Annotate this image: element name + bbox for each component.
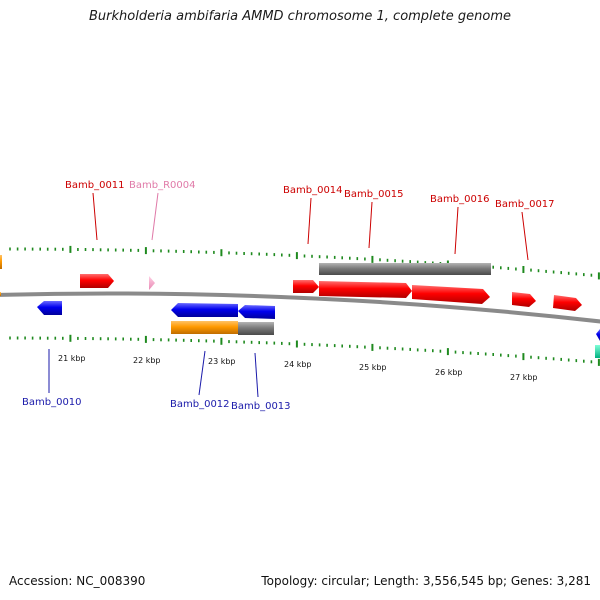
scale-label: 23 kbp xyxy=(208,357,236,366)
scale-label: 24 kbp xyxy=(284,360,312,369)
gene-arrow-bamb-0017[interactable] xyxy=(512,292,536,307)
gene-label-bamb-0012[interactable]: Bamb_0012 xyxy=(170,399,230,410)
gene-arrow-bamb-0012[interactable] xyxy=(171,303,238,317)
gene-arrow-red[interactable] xyxy=(553,295,582,311)
gene-arrow-bamb-0016[interactable] xyxy=(412,285,490,304)
scale-labels: 21 kbp 22 kbp 23 kbp 24 kbp 25 kbp 26 kb… xyxy=(58,354,538,382)
gene-label-bamb-0010[interactable]: Bamb_0010 xyxy=(22,397,82,408)
gene-bar-gray[interactable] xyxy=(238,322,274,335)
gene-bar-gray[interactable] xyxy=(319,263,491,275)
gene-arrow-bamb-0011[interactable] xyxy=(80,274,114,288)
gene-bar-orange[interactable] xyxy=(171,321,238,334)
gene-label-bamb-0014[interactable]: Bamb_0014 xyxy=(283,185,343,196)
scale-label: 27 kbp xyxy=(510,373,538,382)
gene-arrow-bamb-0015[interactable] xyxy=(319,281,412,298)
leader-line xyxy=(368,201,373,249)
gene-arrow-bamb-0014[interactable] xyxy=(293,280,319,293)
gene-labels: Bamb_0011 Bamb_R0004 Bamb_0014 Bamb_0015… xyxy=(22,180,555,412)
leader-line xyxy=(521,211,529,261)
gene-label-bamb-0011[interactable]: Bamb_0011 xyxy=(65,180,125,191)
gene-bar-orange-edge[interactable] xyxy=(0,255,2,269)
tick-row-bottom xyxy=(9,334,600,366)
leader-line xyxy=(307,197,312,245)
leader-line xyxy=(454,206,459,255)
chromosome-backbone xyxy=(0,291,600,324)
scale-label: 21 kbp xyxy=(58,354,86,363)
accession-text: Accession: NC_008390 xyxy=(9,574,146,588)
genome-summary-text: Topology: circular; Length: 3,556,545 bp… xyxy=(261,574,591,588)
gene-label-bamb-0015[interactable]: Bamb_0015 xyxy=(344,189,404,200)
gene-label-bamb-0016[interactable]: Bamb_0016 xyxy=(430,194,490,205)
scale-label: 26 kbp xyxy=(435,368,463,377)
leader-line xyxy=(151,192,159,241)
leader-line xyxy=(198,350,206,396)
label-leader-lines xyxy=(48,192,529,398)
rna-arrow-bamb-r0004[interactable] xyxy=(149,276,155,290)
leader-line xyxy=(92,192,98,241)
gene-label-bamb-0013[interactable]: Bamb_0013 xyxy=(231,401,291,412)
scale-label: 22 kbp xyxy=(133,356,161,365)
gene-label-bamb-0017[interactable]: Bamb_0017 xyxy=(495,199,555,210)
gene-arrow-bamb-0010[interactable] xyxy=(37,301,62,315)
gene-bar-teal[interactable] xyxy=(595,345,600,358)
gene-label-bamb-r0004[interactable]: Bamb_R0004 xyxy=(129,180,195,191)
gene-bar-orange-edge[interactable] xyxy=(0,292,1,296)
genome-title: Burkholderia ambifaria AMMD chromosome 1… xyxy=(88,9,512,24)
scale-label: 25 kbp xyxy=(359,363,387,372)
gene-arrow-blue-edge[interactable] xyxy=(596,329,600,341)
leader-line xyxy=(254,352,259,398)
gene-arrow-bamb-0013[interactable] xyxy=(238,305,275,319)
